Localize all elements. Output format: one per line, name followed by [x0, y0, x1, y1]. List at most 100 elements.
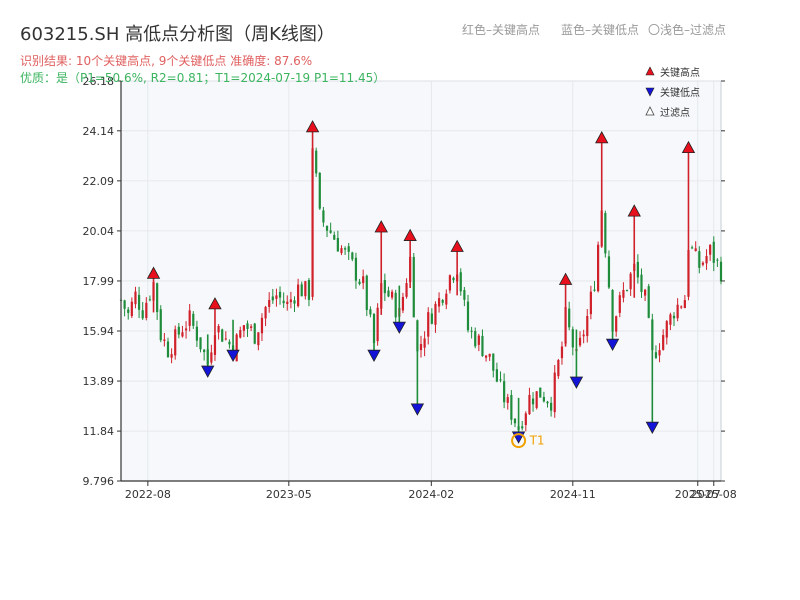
y-tick-label: 15.94 [83, 325, 115, 338]
markers: T1 [146, 120, 696, 449]
candle-body [253, 323, 256, 344]
candle-body [221, 329, 224, 342]
candle [705, 249, 708, 270]
candle-body [170, 354, 173, 358]
candle [622, 282, 625, 303]
candle-body [550, 402, 553, 411]
candle [647, 283, 650, 319]
candle [315, 147, 318, 177]
candle [586, 309, 589, 343]
key-high-marker [558, 272, 573, 285]
candle [293, 296, 296, 313]
candle [166, 337, 170, 358]
key-high-marker [627, 204, 641, 217]
candle-body [463, 290, 466, 300]
key-low-marker [367, 349, 381, 363]
candle-body [643, 289, 647, 296]
candle [423, 331, 426, 357]
candle-body [557, 360, 560, 377]
candle-body [181, 332, 184, 337]
candle-body [687, 250, 690, 297]
candle-body [683, 300, 686, 309]
candle-body [177, 326, 180, 335]
candle-body [705, 256, 708, 264]
candle-body [239, 330, 242, 338]
candle-body [622, 290, 625, 298]
candle [662, 329, 665, 351]
candle [163, 332, 166, 347]
candle [199, 337, 202, 353]
candle [156, 282, 159, 320]
candle [452, 276, 455, 283]
y-tick-label: 17.99 [83, 275, 115, 288]
candle [643, 288, 647, 301]
candle-body [134, 291, 137, 305]
candle [275, 288, 278, 307]
candle [271, 288, 274, 304]
candle-body [289, 299, 292, 303]
candle-body [593, 289, 596, 291]
key-low-marker [645, 421, 659, 435]
candle [654, 345, 658, 360]
candle-body [604, 212, 607, 254]
candle [503, 373, 506, 409]
candle [329, 222, 332, 234]
candle-body [535, 391, 538, 408]
candle-body [166, 341, 170, 358]
x-tick-label: 2025-08 [691, 488, 737, 501]
candle-body [228, 341, 231, 345]
candle-body [365, 275, 368, 311]
x-tick-label: 2025-07 [675, 488, 721, 501]
candle [539, 387, 542, 398]
candle [188, 304, 191, 332]
candle-body [531, 398, 535, 405]
candle-body [488, 353, 491, 357]
candle-body [333, 234, 336, 240]
candle-body [156, 283, 159, 313]
candle-body [343, 248, 347, 250]
candle [123, 299, 126, 317]
candle [127, 307, 130, 320]
candle-body [499, 379, 502, 381]
candle-body [719, 261, 723, 282]
candle [607, 250, 611, 289]
candle [672, 312, 676, 327]
candle-body [589, 291, 592, 315]
candle [716, 258, 719, 267]
candle-body [441, 300, 444, 303]
candle [184, 321, 188, 339]
candle [239, 326, 242, 339]
candle-body [293, 300, 296, 304]
candle [484, 355, 488, 362]
candle [445, 289, 448, 310]
candle [683, 294, 686, 309]
candle-body [437, 298, 441, 307]
candle [419, 335, 423, 358]
candle [195, 320, 199, 347]
candle-body [264, 306, 267, 319]
candle [676, 298, 679, 322]
candle [221, 328, 224, 342]
candle [531, 392, 535, 412]
candle [137, 286, 141, 319]
candle [604, 210, 607, 258]
candle-body [448, 275, 452, 291]
candle [181, 325, 184, 338]
candle [441, 298, 444, 306]
y-tick-label: 26.18 [83, 75, 115, 88]
candle-body [521, 426, 524, 429]
candle-body [658, 350, 661, 356]
candle-body [405, 283, 408, 297]
candle [347, 243, 350, 260]
result-summary: 识别结果: 10个关键高点, 9个关键低点 准确度: 87.6% [20, 54, 313, 68]
candle-body [495, 369, 499, 382]
candle-body [362, 276, 365, 284]
candle-body [376, 307, 379, 342]
candle [521, 421, 524, 431]
x-tick-label: 2024-11 [550, 488, 596, 501]
candle-body [340, 248, 343, 254]
candle [719, 256, 723, 285]
candle [571, 326, 574, 356]
candle [390, 289, 394, 300]
candle-body [481, 335, 484, 357]
